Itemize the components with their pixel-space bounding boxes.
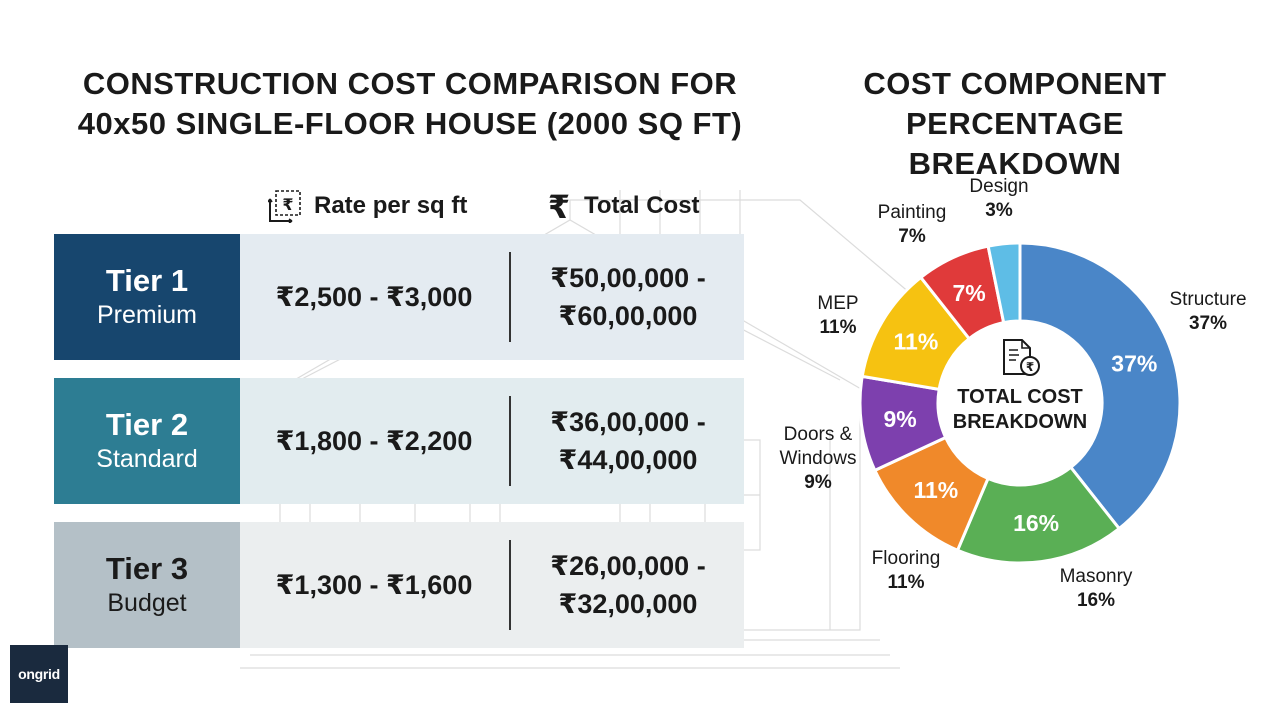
tier-3-divider [509, 540, 511, 630]
ongrid-logo: ongrid [10, 645, 68, 703]
outer-pct-doors-windows: 9% [804, 472, 832, 493]
tier-row-2: Tier 2 Standard ₹1,800 - ₹2,200 ₹36,00,0… [54, 378, 744, 504]
tier-2-rate: ₹1,800 - ₹2,200 [275, 425, 473, 456]
tier-row-3: Tier 3 Budget ₹1,300 - ₹1,600 ₹26,00,000… [54, 522, 744, 648]
donut-center: ₹ TOTAL COST BREAKDOWN [953, 339, 1087, 433]
outer-name-doors-windows-2: Windows [779, 448, 856, 469]
tier-3-total-line-2: ₹32,00,000 [558, 589, 698, 619]
column-header-total-label: Total Cost [584, 192, 700, 219]
tier-2-total: ₹36,00,000 - ₹44,00,000 [512, 378, 744, 504]
outer-name-design: Design [969, 176, 1028, 197]
tier-1-name: Tier 1 [105, 263, 189, 298]
column-header-rate: ₹ Rate per sq ft [268, 186, 467, 226]
outer-name-doors-windows-1: Doors & [784, 424, 853, 445]
chart-title: COST COMPONENT PERCENTAGE BREAKDOWN [800, 64, 1230, 184]
tier-2-name: Tier 2 [105, 407, 189, 442]
tier-2-label-cell: Tier 2 Standard [54, 378, 240, 504]
tier-3-label-cell: Tier 3 Budget [54, 522, 240, 648]
slice-label-flooring: 11% [913, 477, 958, 503]
tier-3-rate: ₹1,300 - ₹1,600 [275, 569, 473, 600]
outer-name-flooring: Flooring [872, 548, 941, 569]
slice-label-painting: 7% [952, 280, 985, 306]
tier-1-label-cell: Tier 1 Premium [54, 234, 240, 360]
outer-name-masonry: Masonry [1060, 566, 1133, 587]
document-rupee-icon: ₹ [1003, 339, 1040, 376]
tier-2-subtitle: Standard [96, 445, 198, 473]
outer-name-mep: MEP [817, 293, 858, 314]
tier-3-total-line-1: ₹26,00,000 - [550, 551, 706, 581]
tier-3-total: ₹26,00,000 - ₹32,00,000 [512, 522, 744, 648]
column-header-rate-label: Rate per sq ft [314, 192, 468, 219]
outer-pct-flooring: 11% [888, 572, 925, 593]
svg-text:₹: ₹ [1026, 360, 1034, 374]
outer-name-structure: Structure [1169, 289, 1246, 310]
tier-1-total-line-1: ₹50,00,000 - [550, 263, 706, 293]
outer-name-painting: Painting [878, 202, 947, 223]
slice-label-structure: 37% [1111, 350, 1157, 376]
donut-inner-labels: 37% 16% 11% 9% 11% 7% [883, 280, 1157, 536]
chart-title-line-1: COST COMPONENT [863, 66, 1167, 101]
tier-3-name: Tier 3 [105, 551, 189, 586]
tier-2-total-line-2: ₹44,00,000 [558, 445, 698, 475]
outer-pct-mep: 11% [820, 317, 857, 338]
slice-label-doors-windows: 9% [883, 406, 916, 432]
outer-pct-design: 3% [985, 200, 1013, 221]
tier-1-subtitle: Premium [96, 301, 197, 329]
table-title-line-1: CONSTRUCTION COST COMPARISON FOR [82, 66, 738, 101]
column-header-total: ₹ Total Cost [546, 186, 700, 226]
center-label-line-2: BREAKDOWN [953, 411, 1087, 433]
tier-1-total-line-2: ₹60,00,000 [558, 301, 698, 331]
svg-text:₹: ₹ [548, 189, 570, 223]
tier-2-total-line-1: ₹36,00,000 - [550, 407, 706, 437]
tier-1-total: ₹50,00,000 - ₹60,00,000 [512, 234, 744, 360]
donut-outer-labels: Structure 37% Masonry 16% Flooring 11% Doors &… [779, 176, 1246, 611]
slice-masonry [955, 465, 1122, 565]
tier-2-divider [509, 396, 511, 486]
table-title-line-2: 40x50 SINGLE-FLOOR HOUSE (2000 SQ FT) [77, 106, 743, 141]
tier-1-rate: ₹2,500 - ₹3,000 [275, 281, 473, 312]
outer-pct-painting: 7% [898, 226, 926, 247]
tier-3-subtitle: Budget [107, 589, 187, 617]
outer-pct-masonry: 16% [1077, 590, 1115, 611]
rupee-area-icon: ₹ [268, 190, 301, 223]
slice-label-masonry: 16% [1013, 510, 1059, 536]
slice-label-mep: 11% [894, 328, 939, 354]
slice-design [986, 241, 1022, 325]
center-label-line-1: TOTAL COST [957, 386, 1083, 408]
rupee-icon: ₹ [548, 189, 570, 223]
svg-text:₹: ₹ [282, 195, 293, 214]
tier-1-divider [509, 252, 511, 342]
outer-pct-structure: 37% [1189, 313, 1227, 334]
chart-title-line-2: PERCENTAGE BREAKDOWN [905, 106, 1124, 181]
donut-slices [858, 241, 1182, 565]
tier-row-1: Tier 1 Premium ₹2,500 - ₹3,000 ₹50,00,00… [54, 234, 744, 360]
slice-structure [1018, 241, 1182, 531]
table-title: CONSTRUCTION COST COMPARISON FOR 40x50 S… [40, 64, 780, 144]
